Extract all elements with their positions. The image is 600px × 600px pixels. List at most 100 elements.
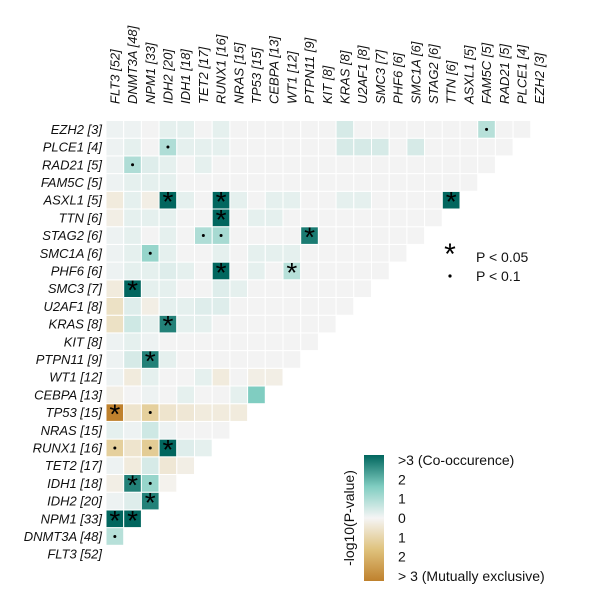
heatmap-cell bbox=[140, 190, 160, 210]
heatmap-cell bbox=[123, 420, 142, 440]
row-label: ASXL1 [5] bbox=[42, 193, 102, 208]
column-label: DNMT3A [48] bbox=[125, 25, 140, 104]
colorbar: -log10(P-value) >3 (Co-occurence) 2 1 0 1 2 > … bbox=[341, 452, 545, 584]
heatmap-cell bbox=[424, 155, 443, 175]
colorbar-title: -log10(P-value) bbox=[341, 470, 357, 566]
heatmap-cell bbox=[123, 226, 142, 245]
significance-star: * bbox=[109, 505, 120, 536]
significance-star: * bbox=[127, 505, 138, 536]
heatmap-cell bbox=[211, 367, 231, 387]
heatmap-cell bbox=[140, 456, 160, 475]
row-label: CEBPA [13] bbox=[34, 387, 102, 402]
heatmap-cell bbox=[140, 261, 160, 281]
row-label: FAM5C [5] bbox=[41, 175, 103, 190]
heatmap-cell bbox=[229, 314, 249, 334]
colorbar-tick-label: 2 bbox=[398, 549, 406, 565]
row-label: U2AF1 [8] bbox=[43, 299, 102, 314]
heatmap-cell bbox=[247, 367, 266, 387]
column-label: STAG2 [6] bbox=[426, 44, 441, 104]
heatmap-cell bbox=[105, 314, 125, 334]
significance-star: * bbox=[216, 186, 227, 217]
heatmap-cell bbox=[176, 155, 196, 175]
heatmap-cell bbox=[317, 261, 337, 281]
column-label: IDH2 [20] bbox=[160, 49, 175, 104]
heatmap-cell bbox=[353, 261, 372, 281]
heatmap-cell bbox=[176, 190, 196, 210]
significance-dot bbox=[219, 234, 223, 238]
heatmap-cell bbox=[282, 208, 302, 228]
column-label: TP53 [15] bbox=[249, 47, 264, 104]
heatmap-cell bbox=[282, 137, 302, 157]
heatmap-cell bbox=[105, 350, 125, 369]
heatmap-cell bbox=[176, 438, 196, 458]
heatmap-cell bbox=[406, 208, 426, 228]
column-label: RUNX1 [16] bbox=[214, 34, 229, 104]
heatmap-cell bbox=[441, 155, 461, 175]
heatmap-cell bbox=[194, 385, 213, 405]
heatmap-cell bbox=[264, 261, 284, 281]
heatmap-cell bbox=[300, 190, 319, 210]
colorbar-ticks: >3 (Co-occurence) 2 1 0 1 2 > 3 (Mutually excl… bbox=[398, 452, 545, 584]
heatmap-cell bbox=[264, 226, 284, 245]
row-label: KRAS [8] bbox=[49, 317, 103, 332]
column-label: SMC1A [6] bbox=[408, 41, 423, 104]
row-label: FLT3 [52] bbox=[47, 547, 102, 562]
heatmap-cell bbox=[247, 120, 266, 139]
heatmap-cell bbox=[388, 243, 408, 263]
significance-star: * bbox=[286, 257, 297, 288]
heatmap-cell bbox=[158, 243, 178, 263]
column-label: KRAS [8] bbox=[337, 50, 352, 104]
heatmap-cell bbox=[406, 190, 426, 210]
heatmap-cell bbox=[229, 243, 249, 263]
heatmap-cell bbox=[477, 137, 496, 157]
heatmap-cell bbox=[158, 155, 178, 175]
heatmap-cell bbox=[317, 314, 337, 334]
heatmap-cell bbox=[176, 385, 196, 405]
column-label: ASXL1 [5] bbox=[461, 45, 476, 105]
heatmap-cell bbox=[264, 314, 284, 334]
heatmap-cell bbox=[123, 314, 142, 334]
significance-star: * bbox=[145, 345, 156, 376]
heatmap-cell bbox=[123, 332, 142, 352]
heatmap-cell bbox=[176, 208, 196, 228]
heatmap-cell bbox=[264, 137, 284, 157]
heatmap-cell bbox=[459, 137, 479, 157]
row-label: RAD21 [5] bbox=[42, 157, 102, 172]
heatmap-cell bbox=[140, 226, 160, 245]
heatmap-cell bbox=[123, 350, 142, 369]
heatmap-cell bbox=[335, 120, 355, 139]
heatmap-cell bbox=[441, 120, 461, 139]
heatmap-cell bbox=[158, 367, 178, 387]
heatmap-cell bbox=[211, 420, 231, 440]
column-label: FAM5C [5] bbox=[479, 42, 494, 104]
heatmap-cell bbox=[247, 208, 266, 228]
heatmap-cell bbox=[335, 297, 355, 316]
column-label: KIT [8] bbox=[320, 65, 335, 104]
heatmap-cell bbox=[229, 173, 249, 192]
row-label: RUNX1 [16] bbox=[33, 440, 103, 455]
heatmap-cell bbox=[317, 190, 337, 210]
heatmap-cell bbox=[388, 226, 408, 245]
heatmap-cell bbox=[353, 243, 372, 263]
heatmap-cell bbox=[335, 243, 355, 263]
heatmap-cell bbox=[229, 403, 249, 422]
heatmap-cell bbox=[211, 385, 231, 405]
heatmap-cell bbox=[494, 120, 514, 139]
heatmap-cell bbox=[247, 173, 266, 192]
heatmap-cell bbox=[194, 350, 213, 369]
heatmap-cell bbox=[158, 403, 178, 422]
heatmap-cell bbox=[317, 120, 337, 139]
heatmap-cell bbox=[247, 243, 266, 263]
row-label: SMC1A [6] bbox=[40, 246, 103, 261]
heatmap-cell bbox=[158, 226, 178, 245]
column-label: TET2 [17] bbox=[196, 47, 211, 104]
heatmap-cell bbox=[105, 279, 125, 298]
heatmap-cell bbox=[194, 279, 213, 298]
heatmap-cell bbox=[105, 243, 125, 263]
heatmap-cell bbox=[424, 173, 443, 192]
colorbar-tick-label: 2 bbox=[398, 471, 406, 487]
significance-star: * bbox=[162, 434, 173, 465]
heatmap-cell bbox=[176, 420, 196, 440]
significance-star: * bbox=[216, 204, 227, 235]
heatmap-cell bbox=[176, 137, 196, 157]
